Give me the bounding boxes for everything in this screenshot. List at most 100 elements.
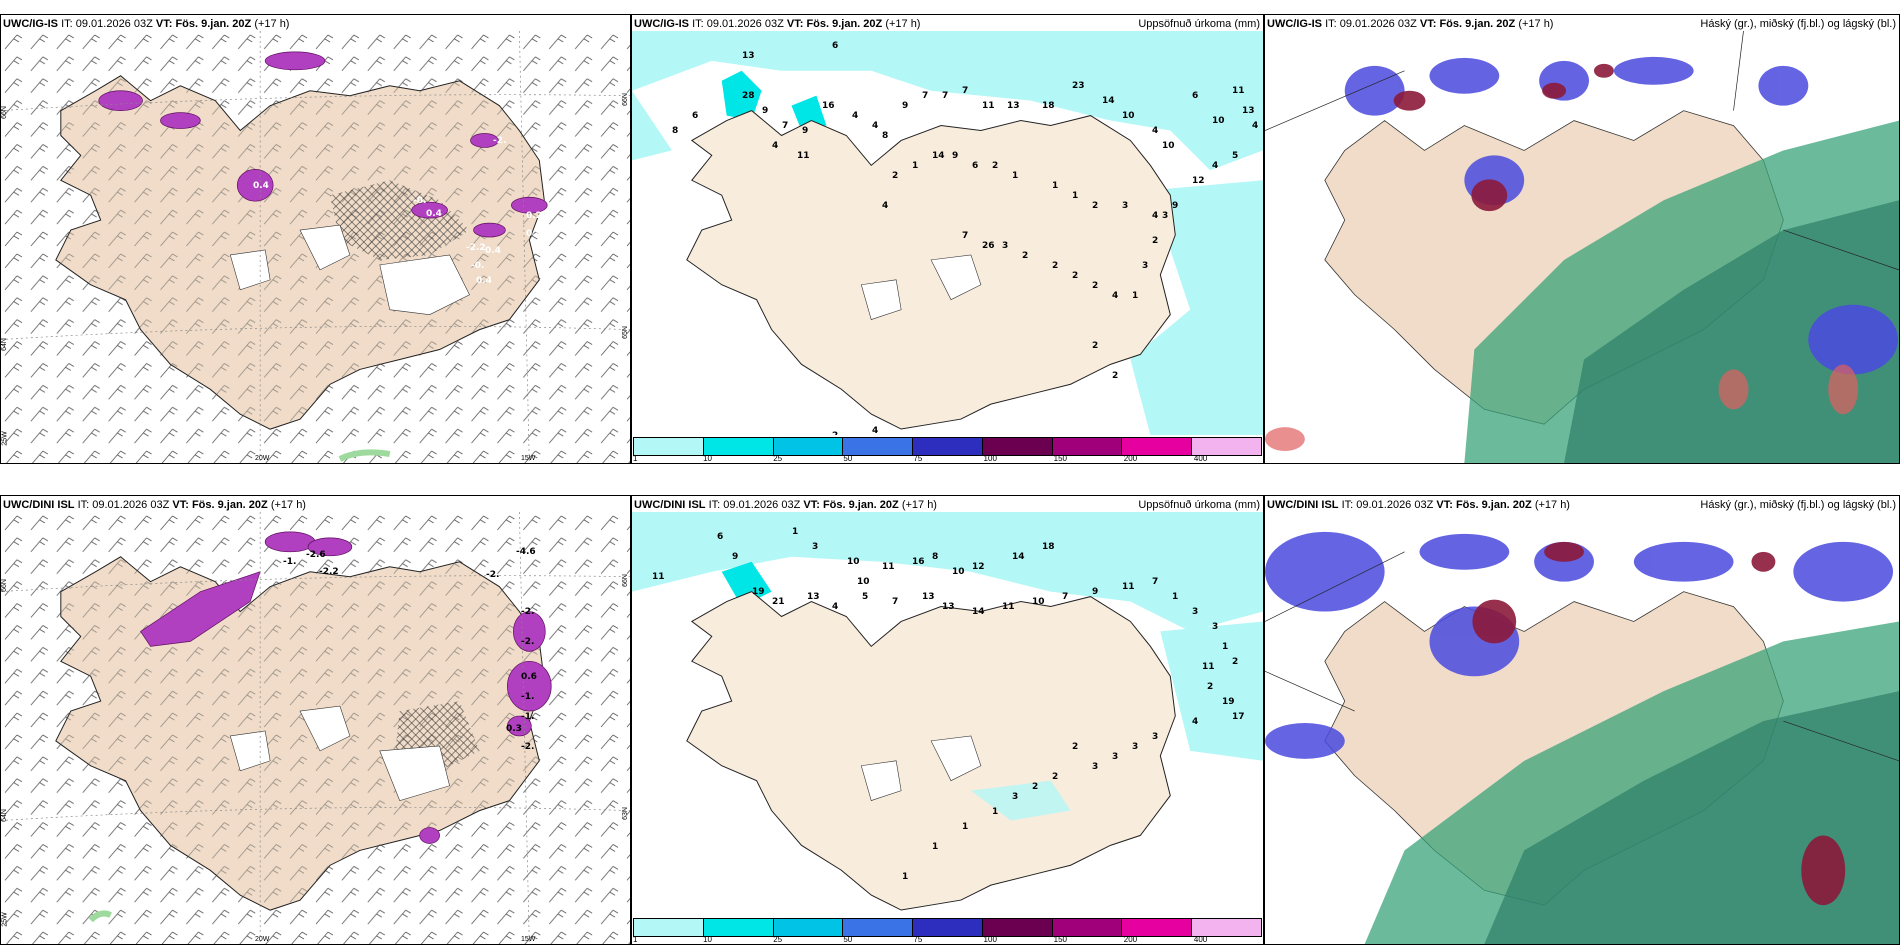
colorbar-tick-label: 1 bbox=[633, 935, 638, 944]
precip-value: 1 bbox=[932, 842, 939, 852]
precip-value: 2 bbox=[892, 171, 899, 181]
colorbar-tick-label: 25 bbox=[773, 935, 783, 944]
precip-value: 6 bbox=[832, 41, 839, 51]
precip-value: 10 bbox=[1032, 597, 1045, 607]
snow-label: 0.6 bbox=[521, 672, 537, 682]
field-name: Háský (gr.), miðský (fj.bl.) og lágský (… bbox=[1700, 499, 1896, 511]
panel-dini-wind: UWC/DINI ISL IT: 09.01.2026 03Z VT: Fös.… bbox=[0, 495, 631, 945]
precip-value: 14 bbox=[972, 607, 985, 617]
precip-value: 10 bbox=[1162, 141, 1175, 151]
precip-value: 8 bbox=[882, 131, 889, 141]
panel-title: UWC/IG-IS IT: 09.01.2026 03Z VT: Fös. 9.… bbox=[3, 18, 290, 30]
precip-value: 11 bbox=[882, 562, 895, 572]
precip-value: 16 bbox=[822, 101, 835, 111]
precip-value: 1 bbox=[1132, 291, 1139, 301]
precip-value: 5 bbox=[1232, 151, 1239, 161]
precip-value: 1 bbox=[1052, 181, 1059, 191]
precip-value: 2 bbox=[1022, 251, 1029, 261]
map-wind-snow: 20W 15W 66N 64N 25W 66N 65N -2. 0.4 0.4 -0.… bbox=[1, 31, 630, 463]
precip-value: 2 bbox=[1112, 371, 1119, 381]
precip-value: 8 bbox=[932, 552, 939, 562]
colorbar-swatch bbox=[982, 919, 1053, 936]
precip-value: 1 bbox=[1012, 171, 1019, 181]
precip-value: 3 bbox=[1152, 732, 1159, 742]
colorbar-tick-label: 150 bbox=[1053, 935, 1068, 944]
precip-value: 4 bbox=[1152, 211, 1159, 221]
precip-value: 14 bbox=[1102, 96, 1115, 106]
precip-value: 23 bbox=[1072, 81, 1085, 91]
precip-value: 3 bbox=[1092, 762, 1099, 772]
snow-label: -1. bbox=[521, 692, 535, 702]
colorbar-tick-label: 10 bbox=[703, 935, 713, 944]
lat-label-63n-right: 63N bbox=[621, 807, 629, 820]
colorbar-swatch bbox=[634, 438, 704, 455]
snow-label: -2. bbox=[521, 607, 535, 617]
lon-label-15w: 15W bbox=[521, 455, 536, 462]
precip-value: 2 bbox=[1072, 742, 1079, 752]
precip-value: 1 bbox=[902, 872, 909, 882]
map-wind-snow: 20W 15W 66N 64N 25W 66N 63N -4.6 -2.6 -1. -… bbox=[1, 512, 630, 944]
colorbar-swatch bbox=[773, 919, 844, 936]
precip-value: 4 bbox=[1212, 161, 1219, 171]
precip-value: 2 bbox=[1072, 271, 1079, 281]
precip-value: 3 bbox=[1212, 622, 1219, 632]
lon-label-20w: 20W bbox=[255, 455, 270, 462]
snow-label: -2.2 bbox=[466, 243, 486, 253]
snow-label: -1. bbox=[283, 557, 297, 567]
snow-label: -0. bbox=[413, 196, 427, 206]
panel-ig-is-clouds: UWC/IG-IS IT: 09.01.2026 03Z VT: Fös. 9.… bbox=[1264, 14, 1900, 464]
precip-value: 11 bbox=[797, 151, 810, 161]
colorbar-swatch bbox=[773, 438, 844, 455]
precip-value: 3 bbox=[1132, 742, 1139, 752]
precip-value: 6 bbox=[692, 111, 699, 121]
snow-label: 0.4 bbox=[426, 209, 442, 219]
snow-label: -4.6 bbox=[516, 547, 536, 557]
precip-value: 7 bbox=[942, 91, 949, 101]
lat-label-25w: 25W bbox=[1, 912, 9, 927]
panel-title: UWC/DINI ISL IT: 09.01.2026 03Z VT: Fös.… bbox=[3, 499, 306, 511]
precip-value: 2 bbox=[1092, 281, 1099, 291]
snow-label: -2. bbox=[521, 637, 535, 647]
lat-label-66n-right: 66N bbox=[621, 93, 629, 106]
snow-label: 0.2 bbox=[526, 211, 542, 221]
snow-label: -2.6 bbox=[306, 550, 326, 560]
colorbar-tick-label: 25 bbox=[773, 454, 783, 463]
precip-value: 3 bbox=[1162, 211, 1169, 221]
map-clouds bbox=[1265, 512, 1899, 944]
colorbar-swatch bbox=[1192, 438, 1262, 455]
snow-label: -1. bbox=[521, 712, 535, 722]
precip-value: 3 bbox=[1192, 607, 1199, 617]
precip-value: 4 bbox=[1192, 717, 1199, 727]
precip-value: 2 bbox=[1152, 236, 1159, 246]
precip-value: 2 bbox=[1052, 772, 1059, 782]
panel-ig-is-wind: UWC/IG-IS IT: 09.01.2026 03Z VT: Fös. 9.… bbox=[0, 14, 631, 464]
panel-title: UWC/DINI ISL IT: 09.01.2026 03Z VT: Fös.… bbox=[634, 499, 937, 511]
lat-label-65n-right: 65N bbox=[621, 326, 629, 339]
lat-label-64n: 64N bbox=[0, 338, 8, 351]
snow-label: 0.3 bbox=[506, 724, 522, 734]
precip-value: 13 bbox=[922, 592, 935, 602]
precip-value: 13 bbox=[942, 602, 955, 612]
precip-value: 9 bbox=[762, 106, 769, 116]
colorbar-tick-label: 50 bbox=[843, 935, 853, 944]
precip-value: 11 bbox=[1002, 602, 1015, 612]
precip-value: 7 bbox=[892, 597, 899, 607]
colorbar-swatch bbox=[913, 919, 983, 936]
colorbar-tick-label: 75 bbox=[913, 935, 923, 944]
lon-label-20w: 20W bbox=[255, 936, 270, 943]
precip-value: 10 bbox=[1212, 116, 1225, 126]
colorbar-tick-label: 100 bbox=[983, 454, 997, 463]
lon-label-15w: 15W bbox=[521, 936, 536, 943]
precip-value: 3 bbox=[1122, 201, 1129, 211]
precip-value: 10 bbox=[857, 577, 870, 587]
precip-value: 1 bbox=[1222, 642, 1229, 652]
precip-value: 1 bbox=[792, 527, 799, 537]
precip-value: 19 bbox=[1222, 697, 1235, 707]
lat-label-66n: 66N bbox=[0, 106, 8, 119]
precip-value: 9 bbox=[1092, 587, 1099, 597]
colorbar-swatch bbox=[982, 438, 1053, 455]
snow-label: -2. bbox=[521, 742, 535, 752]
colorbar-swatch bbox=[703, 438, 774, 455]
precip-value: 9 bbox=[732, 552, 739, 562]
precip-value: 4 bbox=[772, 141, 779, 151]
